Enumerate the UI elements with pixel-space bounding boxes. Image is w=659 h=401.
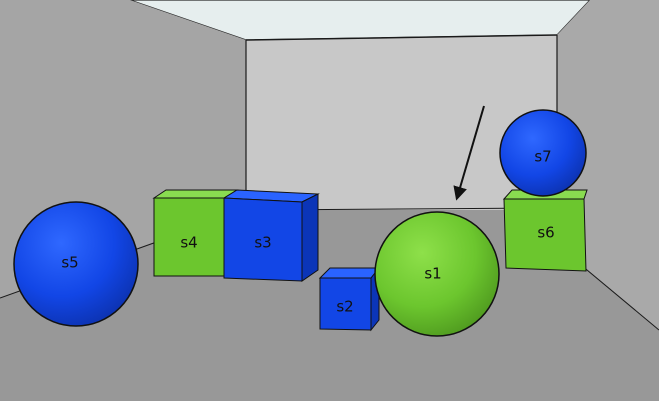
cube-s2-front xyxy=(319,277,372,331)
object-label-s5: s5 xyxy=(61,254,78,272)
cube-s3-front xyxy=(223,197,303,282)
cube-s2-top xyxy=(318,267,381,279)
sphere-s7 xyxy=(499,109,587,197)
sphere-s1 xyxy=(374,211,500,337)
object-label-s1: s1 xyxy=(424,265,441,283)
object-s6[interactable]: s6 xyxy=(502,189,588,272)
object-label-s4: s4 xyxy=(180,234,197,252)
object-label-s3: s3 xyxy=(254,234,271,252)
ceiling-back-edge xyxy=(245,34,558,41)
cube-s4-top xyxy=(152,189,239,199)
back-wall xyxy=(246,35,557,210)
arrow-icon xyxy=(453,105,485,201)
object-label-s2: s2 xyxy=(336,298,353,316)
object-s1[interactable]: s1 xyxy=(374,211,500,337)
cube-s6-front xyxy=(503,198,587,272)
object-s3[interactable]: s3 xyxy=(222,189,320,282)
object-s5[interactable]: s5 xyxy=(13,201,139,327)
cube-s3-side xyxy=(301,193,319,282)
object-s2[interactable]: s2 xyxy=(318,266,381,332)
object-label-s6: s6 xyxy=(537,224,554,242)
object-label-s7: s7 xyxy=(534,148,551,166)
sphere-s5 xyxy=(13,201,139,327)
object-s7[interactable]: s7 xyxy=(499,109,587,197)
